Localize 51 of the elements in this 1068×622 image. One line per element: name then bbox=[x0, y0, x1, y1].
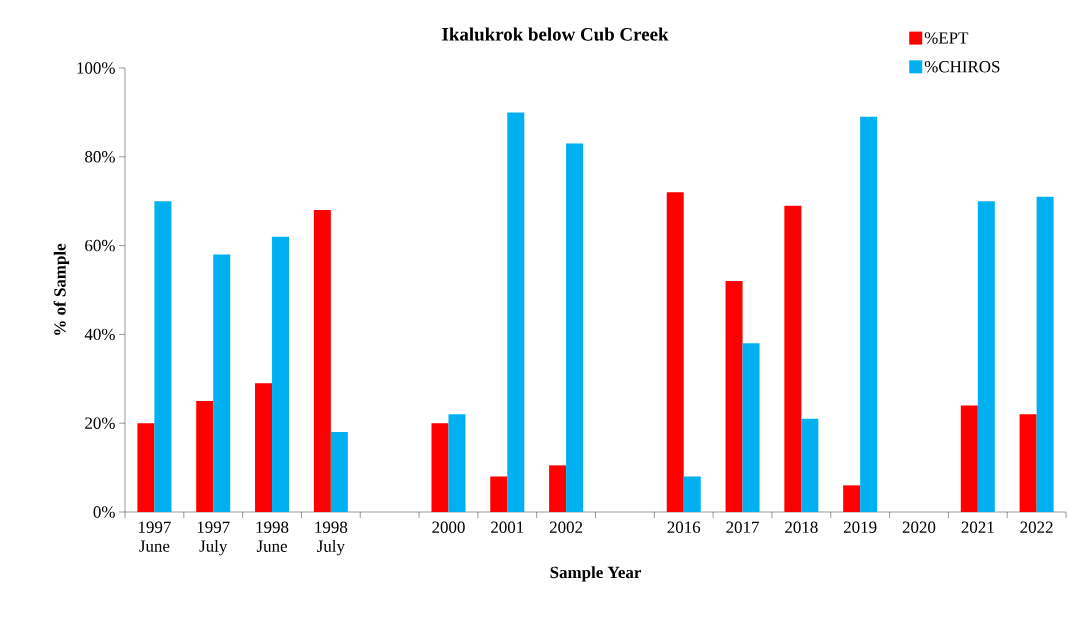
legend-label: %CHIROS bbox=[924, 60, 1000, 73]
bar bbox=[725, 281, 743, 512]
bar bbox=[977, 201, 995, 512]
x-tick-label: 1997 June bbox=[138, 521, 171, 552]
bar bbox=[843, 485, 861, 512]
bar bbox=[137, 423, 155, 512]
x-tick-label: 2000 bbox=[432, 521, 465, 533]
bar bbox=[1019, 414, 1037, 512]
bar bbox=[255, 383, 273, 512]
bar bbox=[448, 414, 466, 512]
y-tick-label: 40% bbox=[84, 328, 115, 341]
x-tick-label: 1997 July bbox=[197, 521, 230, 556]
legend-label: %EPT bbox=[924, 32, 969, 44]
x-tick-label: 2018 bbox=[785, 521, 818, 533]
bar bbox=[666, 192, 684, 512]
bar bbox=[272, 236, 290, 512]
bar bbox=[213, 254, 231, 512]
x-tick-label: 2021 bbox=[961, 521, 994, 533]
x-tick-label: 2020 bbox=[902, 521, 936, 533]
bar bbox=[860, 116, 878, 512]
bar bbox=[566, 143, 584, 512]
x-tick-label: 2022 bbox=[1020, 521, 1053, 533]
bar bbox=[960, 405, 978, 512]
bar bbox=[507, 112, 525, 512]
chart-title: Ikalukrok below Cub Creek bbox=[442, 27, 669, 41]
x-tick-label: 2017 bbox=[726, 521, 759, 533]
bar bbox=[801, 418, 819, 512]
y-tick-label: 80% bbox=[85, 151, 115, 163]
y-axis-title: % of Sample bbox=[53, 243, 70, 335]
bar bbox=[1036, 196, 1054, 512]
x-tick-label: 2016 bbox=[667, 521, 701, 533]
x-tick-label: 2001 bbox=[491, 521, 524, 533]
bar bbox=[490, 476, 508, 512]
x-tick-label: 2019 bbox=[843, 521, 877, 533]
bar bbox=[784, 205, 802, 512]
bar bbox=[431, 423, 449, 512]
y-tick-label: 60% bbox=[85, 239, 115, 252]
y-tick-label: 20% bbox=[85, 417, 115, 429]
bar bbox=[154, 201, 172, 512]
x-tick-label: 1998 July bbox=[315, 521, 348, 556]
x-tick-label: 1998 June bbox=[256, 521, 289, 552]
bar bbox=[313, 210, 331, 512]
bar bbox=[549, 465, 567, 512]
bar bbox=[683, 476, 701, 512]
x-tick-label: 2002 bbox=[549, 521, 583, 533]
bar bbox=[330, 432, 348, 512]
y-tick-label: 0% bbox=[93, 506, 115, 518]
y-tick-label: 100% bbox=[77, 62, 115, 74]
bar bbox=[742, 343, 760, 512]
bar bbox=[196, 401, 214, 512]
x-axis-title: Sample Year bbox=[550, 566, 642, 582]
